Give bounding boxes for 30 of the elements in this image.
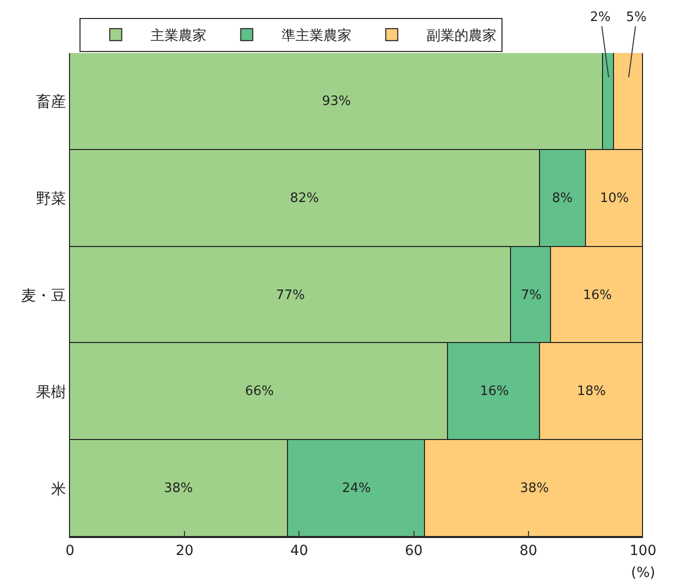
x-tick-label: 80	[519, 542, 538, 559]
data-label: 8%	[552, 191, 573, 206]
data-label: 93%	[322, 94, 351, 109]
x-tick-label: 40	[290, 542, 308, 559]
data-label: 38%	[164, 481, 193, 496]
x-tick-label: 20	[176, 542, 194, 559]
data-label: 16%	[583, 288, 612, 303]
data-label: 18%	[577, 384, 606, 399]
data-label: 77%	[276, 288, 305, 303]
legend-label: 主業農家	[150, 28, 207, 44]
data-label: 10%	[600, 191, 629, 206]
data-label: 16%	[480, 384, 509, 399]
y-tick-label: 米	[51, 480, 66, 498]
data-label: 7%	[521, 288, 542, 303]
data-label: 66%	[245, 384, 274, 399]
data-label: 82%	[290, 191, 319, 206]
y-tick-label: 畜産	[36, 92, 66, 111]
y-tick-label: 野菜	[36, 189, 66, 208]
legend-label: 準主業農家	[282, 28, 352, 44]
data-label: 5%	[626, 10, 647, 25]
data-label: 38%	[520, 481, 549, 496]
y-tick-label: 麦・豆	[21, 286, 66, 304]
legend-label: 副業的農家	[426, 28, 497, 44]
y-tick-label: 果樹	[36, 383, 66, 402]
data-label: 2%	[590, 10, 611, 25]
x-tick-label: 60	[404, 542, 423, 559]
x-tick-label: 0	[66, 542, 74, 559]
data-label: 24%	[342, 481, 371, 496]
x-tick-label: 100	[630, 542, 656, 559]
x-axis-title: (%)	[631, 565, 656, 581]
